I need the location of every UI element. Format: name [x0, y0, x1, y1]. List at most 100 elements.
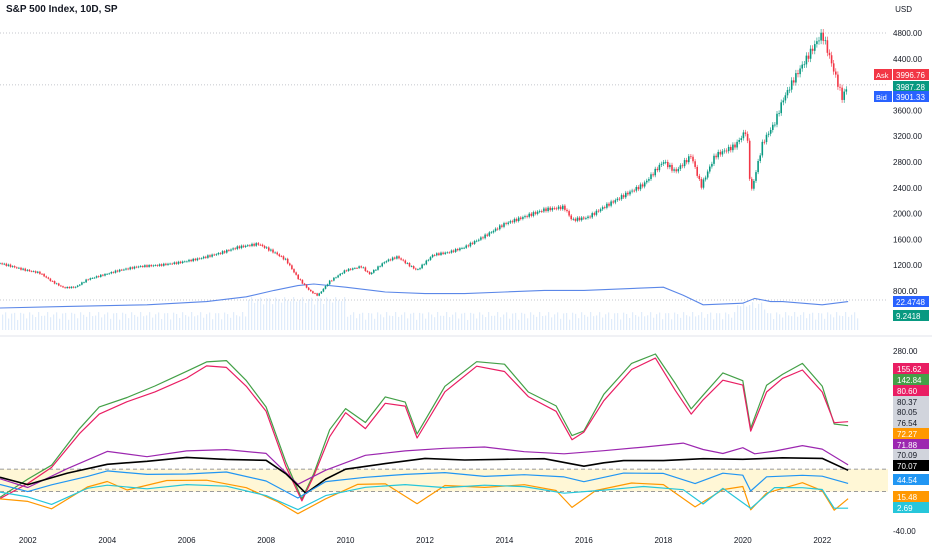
- candle-body: [303, 283, 306, 285]
- candle-body: [110, 272, 113, 274]
- volume-bar: [818, 312, 820, 330]
- volume-bar: [782, 317, 784, 330]
- candle-body: [818, 40, 820, 42]
- volume-bar: [83, 314, 85, 330]
- candle-body: [242, 245, 245, 247]
- volume-bar: [122, 312, 124, 330]
- candle-body: [830, 55, 833, 64]
- volume-bar: [707, 314, 709, 330]
- volume-bar: [194, 316, 196, 330]
- candle-body: [276, 252, 278, 255]
- candle-body: [698, 175, 701, 180]
- volume-bar: [35, 317, 37, 330]
- volume-bar: [281, 302, 283, 330]
- volume-bar: [260, 297, 262, 330]
- volume-bar: [692, 312, 694, 330]
- candle-body: [9, 264, 12, 267]
- osc-series-line: [0, 484, 849, 511]
- volume-bar: [23, 313, 25, 330]
- candle-body: [639, 184, 642, 190]
- candle-body: [150, 265, 152, 267]
- candle-body: [200, 258, 203, 260]
- candle-body: [186, 261, 188, 263]
- candle-body: [51, 281, 54, 282]
- volume-bar: [794, 312, 796, 330]
- volume-bar: [188, 316, 190, 330]
- candle-body: [45, 276, 47, 278]
- candle-body: [555, 208, 558, 210]
- candle-body: [169, 263, 171, 265]
- candle-body: [746, 133, 749, 141]
- candle-body: [452, 250, 455, 252]
- volume-bar: [416, 319, 418, 330]
- candle-body: [685, 160, 688, 163]
- candle-body: [709, 166, 711, 172]
- volume-bar: [827, 312, 829, 330]
- volume-bar: [32, 314, 34, 330]
- volume-bar: [488, 312, 490, 330]
- price-axis-tick: 2400.00: [893, 184, 922, 193]
- candle-body: [13, 266, 16, 268]
- candle-body: [331, 280, 333, 282]
- candle-body: [347, 268, 350, 272]
- volume-bar: [647, 315, 649, 330]
- candle-body: [7, 264, 10, 266]
- candle-body: [612, 201, 614, 203]
- osc-marker-box: [893, 417, 929, 428]
- volume-bar: [512, 313, 514, 330]
- candle-body: [318, 293, 320, 296]
- candle-body: [572, 218, 575, 220]
- candle-body: [43, 273, 45, 277]
- volume-bar: [737, 305, 739, 330]
- volume-bar: [806, 318, 808, 330]
- volume-bar: [59, 318, 61, 330]
- volume-bar: [632, 312, 634, 330]
- candle-body: [463, 247, 465, 249]
- volume-bar: [581, 312, 583, 330]
- price-axis-tick: 3600.00: [893, 106, 922, 115]
- candle-body: [448, 252, 451, 254]
- candle-body: [692, 156, 694, 162]
- volume-bar: [785, 312, 787, 330]
- symbol-title: S&P 500 Index, 10D, SP: [6, 4, 118, 15]
- price-axis-tick: 4800.00: [893, 29, 922, 38]
- osc-marker-value: 70.09: [897, 451, 918, 460]
- candle-body: [87, 279, 89, 281]
- candle-body: [427, 259, 430, 261]
- candle-body: [379, 266, 381, 268]
- candle-body: [278, 254, 281, 257]
- candle-body: [221, 251, 224, 254]
- price-marker-box: [893, 69, 929, 80]
- candle-body: [255, 243, 257, 246]
- volume-bar: [68, 319, 70, 330]
- candle-body: [488, 232, 491, 236]
- volume-bar: [389, 315, 391, 330]
- price-axis-tick: 800.00: [893, 287, 918, 296]
- volume-bar: [572, 312, 574, 330]
- candle-body: [841, 87, 843, 100]
- candle-body: [751, 178, 753, 189]
- volume-bar: [320, 298, 322, 330]
- candle-body: [257, 243, 260, 245]
- candle-body: [845, 89, 848, 92]
- candle-body: [421, 264, 423, 269]
- candle-body: [253, 243, 255, 246]
- candle-body: [339, 273, 341, 276]
- volume-ma-line: [0, 283, 849, 309]
- osc-marker-value: 15.48: [897, 493, 918, 502]
- volume-bar: [218, 313, 220, 330]
- candle-body: [1, 263, 3, 265]
- volume-bar: [536, 316, 538, 330]
- candle-body: [5, 263, 8, 266]
- candle-body: [76, 285, 79, 287]
- volume-bar: [110, 318, 112, 330]
- price-axis-tick: 1600.00: [893, 235, 922, 244]
- volume-bar: [371, 313, 373, 330]
- volume-bar: [740, 306, 742, 330]
- candle-body: [679, 165, 682, 169]
- volume-bar: [413, 312, 415, 330]
- candle-body: [541, 211, 543, 212]
- volume-bar: [269, 298, 271, 330]
- candle-body: [312, 291, 314, 294]
